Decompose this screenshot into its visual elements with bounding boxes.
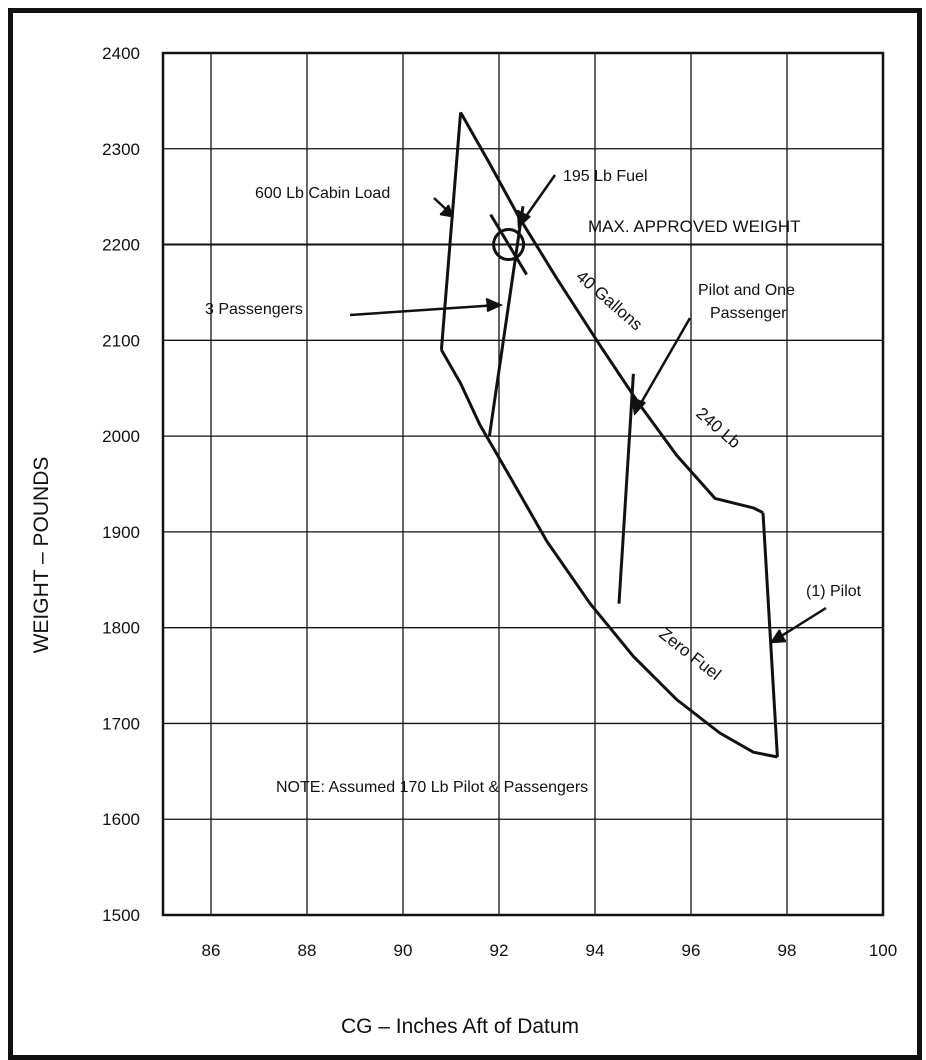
label-3-passengers: 3 Passengers [205, 301, 303, 318]
x-tick-label: 98 [778, 941, 797, 960]
arrowhead-fuel [516, 209, 531, 229]
y-tick-label: 1800 [102, 619, 140, 638]
x-tick-label: 94 [586, 941, 605, 960]
label-cabin-load: 600 Lb Cabin Load [255, 185, 390, 202]
label-1-pilot: (1) Pilot [806, 583, 862, 600]
arrow-passengers [349, 303, 499, 317]
x-tick-label: 96 [682, 941, 701, 960]
envelope-line-6 [617, 373, 635, 604]
cg-point-tick [489, 213, 528, 276]
y-tick-label: 1600 [102, 810, 140, 829]
envelope-line-1 [440, 349, 778, 759]
y-tick-label: 2300 [102, 140, 140, 159]
note-text: NOTE: Assumed 170 Lb Pilot & Passengers [276, 779, 588, 796]
y-tick-label: 1900 [102, 523, 140, 542]
annotation-arrows [349, 174, 827, 644]
arrowhead-passengers [485, 297, 504, 313]
y-tick-label: 2100 [102, 331, 140, 350]
x-tick-label: 100 [869, 941, 897, 960]
label-passenger: Passenger [710, 305, 787, 322]
arrowhead-pilot [769, 629, 787, 644]
envelope-line-2 [459, 111, 764, 515]
x-tick-label: 86 [202, 941, 221, 960]
label-240-lb: 240 Lb [692, 404, 744, 452]
y-tick-label: 1700 [102, 714, 140, 733]
chart-frame [8, 8, 922, 1060]
arrow-pilot-one [635, 317, 692, 411]
y-tick-label: 2000 [102, 427, 140, 446]
x-axis-label: CG – Inches Aft of Datum [341, 1015, 579, 1038]
y-tick-label: 1500 [102, 906, 140, 925]
cg-point-marker [489, 213, 528, 276]
envelope-lines [439, 111, 779, 759]
y-axis-label: WEIGHT – POUNDS [30, 457, 53, 654]
envelope-line-4 [761, 512, 779, 758]
arrow-pilot [774, 606, 827, 642]
arrow-fuel [520, 174, 557, 223]
plot-border [161, 51, 885, 917]
label-40-gallons: 40 Gallons [572, 267, 646, 335]
y-tick-label: 2400 [102, 44, 140, 63]
envelope-line-3 [439, 112, 463, 351]
y-tick-labels: 1500 1600 1700 1800 1900 2000 2100 2200 2300 2400 [102, 44, 140, 925]
envelope-line-5 [487, 205, 525, 437]
x-tick-labels: 86 88 90 92 94 96 98 100 [202, 941, 898, 960]
label-fuel: 195 Lb Fuel [563, 168, 648, 185]
x-tick-label: 90 [394, 941, 413, 960]
x-tick-label: 88 [298, 941, 317, 960]
cg-point-circle [492, 228, 526, 262]
x-tick-label: 92 [490, 941, 509, 960]
label-pilot-and-one: Pilot and One [698, 282, 795, 299]
label-zero-fuel: Zero Fuel [656, 624, 725, 684]
arrowhead-pilot-one [630, 396, 646, 416]
label-max-approved-weight: MAX. APPROVED WEIGHT [588, 217, 801, 236]
arrowhead-cabin-load [439, 204, 454, 218]
y-tick-label: 2200 [102, 236, 140, 255]
